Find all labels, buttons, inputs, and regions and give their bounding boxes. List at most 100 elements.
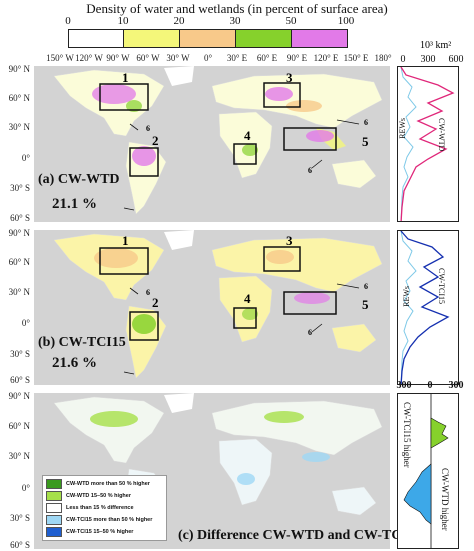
- lat-label: 30° S: [10, 513, 30, 523]
- arrow-label-a-1: 6: [146, 124, 150, 133]
- legend-label: CW-TCI15 15–50 % higher: [66, 529, 134, 535]
- region-label-b-2: 2: [152, 295, 159, 310]
- lat-label: 60° N: [8, 257, 30, 267]
- australia: [331, 159, 377, 189]
- lon-label: 60° E: [256, 53, 278, 63]
- side-bottom-label-c: CW-WTD higher: [440, 468, 450, 531]
- region-box-1: [99, 83, 149, 111]
- colorbar-tick: 100: [337, 15, 355, 27]
- reference-curve-a: [400, 67, 417, 221]
- panel-label-c: (c) Difference CW-WTD and CW-TCI (15 %): [178, 528, 452, 543]
- side-profile-c: [403, 394, 449, 548]
- legend-label: CW-WTD 15–50 % higher: [66, 493, 131, 499]
- reference-curve-b: [400, 231, 417, 384]
- lat-label: 90° N: [8, 228, 30, 238]
- lon-label: 150° E: [343, 53, 369, 63]
- main-curve-a: [400, 67, 455, 221]
- lon-label: 0°: [203, 53, 213, 63]
- side-tick-c: 300: [396, 380, 412, 391]
- arrow-label-b-2: 6: [364, 282, 368, 291]
- legend-label: CW-TCI15 more than 50 % higher: [66, 517, 153, 523]
- lat-label: 60° S: [10, 375, 30, 385]
- colorbar-tick: 20: [173, 15, 185, 27]
- side-ref-label-b: REWs: [402, 286, 411, 307]
- region-label-b-5: 5: [362, 297, 369, 312]
- main-curve-b: [400, 231, 450, 384]
- lat-label: 60° S: [10, 540, 30, 550]
- lat-label: 30° N: [8, 122, 30, 132]
- panel-label-b: (b) CW-TCI15: [38, 335, 126, 350]
- region-box-2: [129, 311, 159, 341]
- region-label-a-2: 2: [152, 133, 159, 148]
- side-chart-b: [397, 230, 459, 385]
- arrow-6b: [336, 119, 360, 125]
- lat-label: 60° N: [8, 93, 30, 103]
- region-label-b-3: 3: [286, 233, 293, 248]
- colorbar-tick: 10: [117, 15, 129, 27]
- difference-legend-item: CW-WTD more than 50 % higher: [46, 478, 163, 490]
- world-map-b: [53, 230, 383, 379]
- difference-legend-item: CW-WTD 15–50 % higher: [46, 490, 163, 502]
- difference-legend-item: CW-TCI15 more than 50 % higher: [46, 514, 163, 526]
- lat-label: 30° N: [8, 451, 30, 461]
- lat-label: 60° N: [8, 421, 30, 431]
- legend-swatch: [46, 515, 62, 525]
- difference-legend-item: CW-TCI15 15–50 % higher: [46, 526, 163, 538]
- colorbar-cell-3: [235, 29, 292, 48]
- lat-label: 90° N: [8, 64, 30, 74]
- pct-label-b: 21.6 %: [52, 355, 97, 371]
- colorbar-tick: 30: [229, 15, 241, 27]
- lat-label: 60° S: [10, 213, 30, 223]
- colorbar-cell-4: [291, 29, 348, 48]
- world-map-a: [53, 66, 383, 215]
- negative-fill-c: [403, 463, 432, 525]
- lat-label: 90° N: [8, 391, 30, 401]
- legend-label: Less than 15 % difference: [66, 505, 134, 511]
- region-label-b-1: 1: [122, 233, 129, 248]
- side-top-label-c: CW-TCI15 higher: [402, 402, 412, 468]
- lon-label: 150° W: [46, 53, 74, 63]
- panel-label-a: (a) CW-WTD: [38, 172, 120, 187]
- side-unit-a: 10³ km²: [420, 40, 452, 51]
- lon-label: 180°: [374, 53, 392, 63]
- lat-label: 30° S: [10, 349, 30, 359]
- side-chart-c: [397, 393, 459, 549]
- region-label-a-4: 4: [244, 128, 251, 143]
- arrow-label-a-2: 6: [364, 118, 368, 127]
- legend-swatch: [46, 491, 62, 501]
- positive-fill-c: [430, 417, 449, 449]
- region-box-4: [233, 307, 257, 329]
- side-main-label-b: CW-TCI15: [437, 268, 446, 304]
- region-label-a-1: 1: [122, 70, 129, 85]
- side-profile-a: [400, 67, 455, 221]
- colorbar-cell-1: [123, 29, 180, 48]
- lon-label: 90° E: [286, 53, 308, 63]
- lon-label: 30° E: [226, 53, 248, 63]
- region-label-a-5: 5: [362, 134, 369, 149]
- difference-legend-item: Less than 15 % difference: [46, 502, 163, 514]
- region-box-3: [263, 82, 301, 108]
- region-box-1: [99, 247, 149, 275]
- lat-label: 30° N: [8, 287, 30, 297]
- region-box-2: [129, 147, 159, 177]
- legend-label: CW-WTD more than 50 % higher: [66, 481, 150, 487]
- side-chart-a: [397, 66, 459, 222]
- region-box-5: [283, 291, 337, 315]
- side-tick-c: 300: [448, 380, 464, 391]
- map-panel-b: [34, 230, 390, 385]
- lat-label: 0°: [21, 153, 30, 163]
- side-main-label-a: CW-WTD: [437, 118, 446, 152]
- region-label-b-4: 4: [244, 291, 251, 306]
- arrow-label-a-3: 6: [308, 166, 312, 175]
- side-ref-label-a: REWs: [398, 118, 407, 139]
- arrow-label-b-1: 6: [146, 288, 150, 297]
- side-tick-a: 600: [448, 54, 464, 65]
- lat-label: 0°: [21, 318, 30, 328]
- map-panel-a: [34, 66, 390, 222]
- legend-swatch: [46, 503, 62, 513]
- lon-label: 120° W: [75, 53, 103, 63]
- lon-label: 90° W: [106, 53, 130, 63]
- pct-label-a: 21.1 %: [52, 196, 97, 212]
- lon-label: 60° W: [136, 53, 160, 63]
- lon-label: 30° W: [166, 53, 190, 63]
